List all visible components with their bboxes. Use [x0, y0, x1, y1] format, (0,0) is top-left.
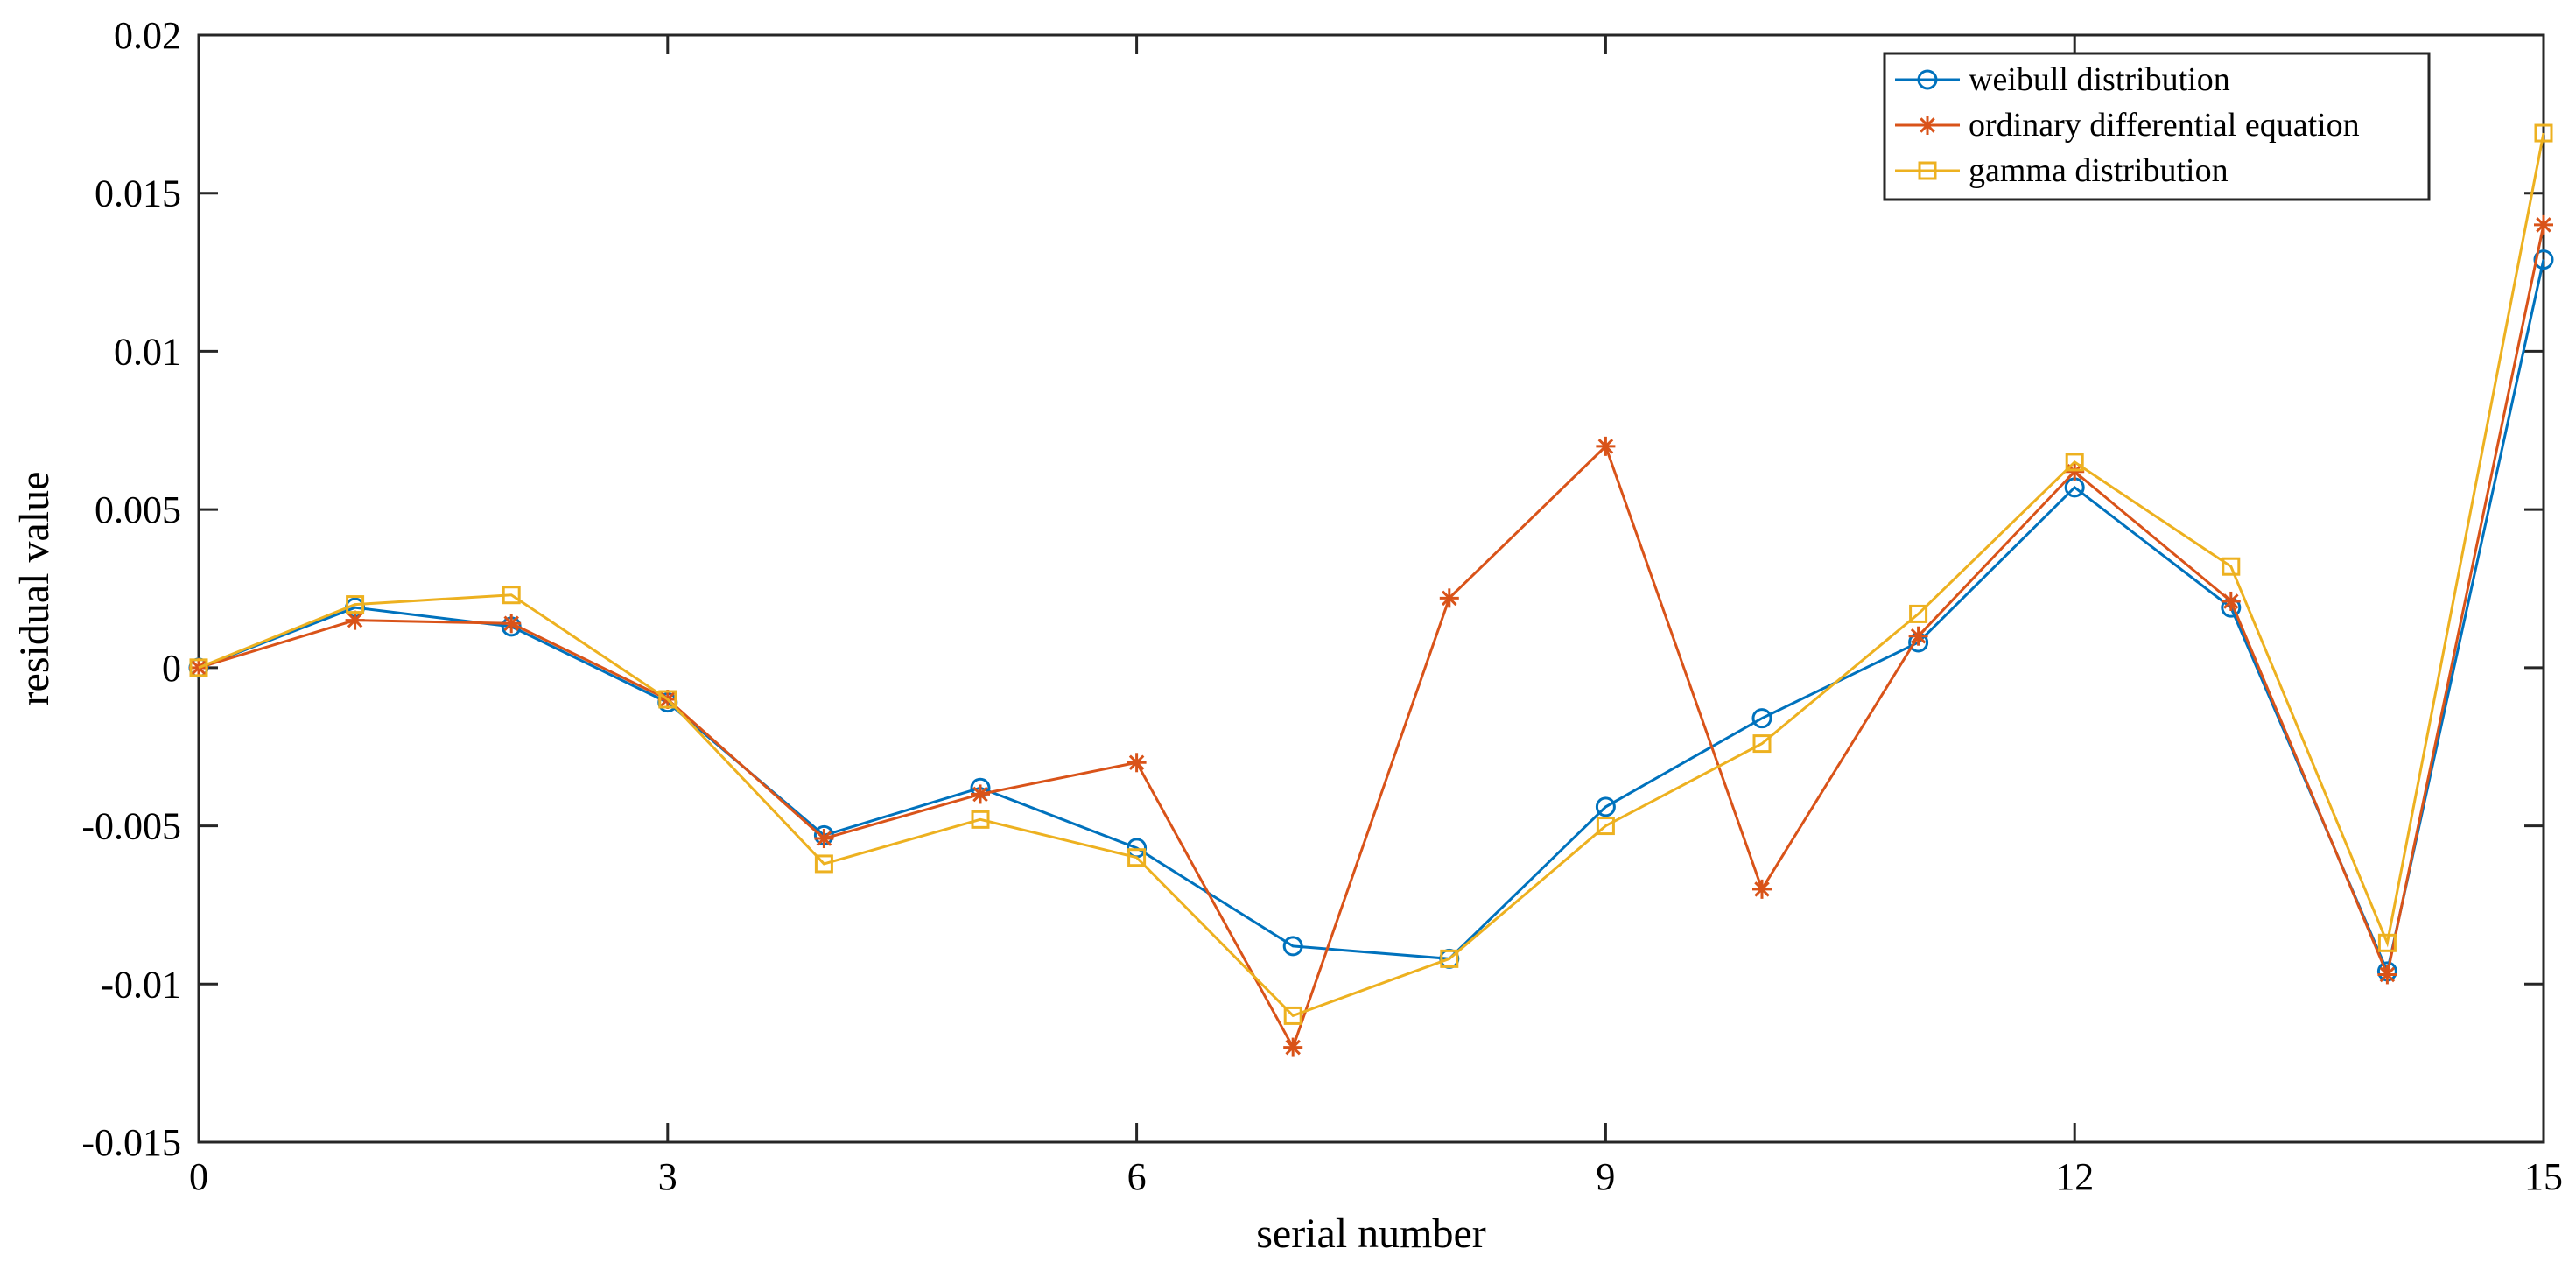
data-point: [189, 658, 208, 677]
data-point: [1283, 1037, 1303, 1057]
legend-item: weibull distribution: [1895, 61, 2230, 98]
data-point: [971, 810, 990, 829]
y-axis-title: residual value: [11, 472, 58, 706]
data-point: [1596, 817, 1615, 836]
series-line: [198, 132, 2545, 1018]
data-point: [1918, 116, 1937, 135]
data-point: [2377, 933, 2397, 952]
data-point: [814, 829, 834, 849]
series-line: [198, 224, 2545, 1051]
data-point: [1908, 626, 1928, 646]
y-tick-label: -0.005: [81, 805, 181, 848]
data-point: [346, 595, 365, 614]
x-tick-label: 12: [2055, 1155, 2094, 1198]
data-point: [1752, 734, 1772, 754]
data-point: [1127, 848, 1147, 867]
data-point: [1595, 796, 1616, 817]
x-tick-label: 6: [1127, 1155, 1147, 1198]
data-point: [502, 586, 521, 605]
x-axis-title: serial number: [1256, 1210, 1486, 1257]
data-point: [2534, 123, 2553, 143]
data-point: [502, 614, 522, 634]
y-tick-label: 0.02: [114, 14, 181, 57]
data-point: [971, 784, 990, 804]
legend-label: gamma distribution: [1969, 152, 2229, 189]
y-tick-label: -0.01: [101, 963, 181, 1006]
x-tick-label: 0: [189, 1155, 208, 1198]
y-tick-label: 0.01: [114, 330, 181, 373]
series-group: [188, 123, 2554, 1057]
data-point: [1751, 708, 1772, 729]
axis-titles: serial number residual value: [11, 472, 1486, 1257]
data-point: [2533, 249, 2554, 270]
data-point: [1283, 1006, 1302, 1025]
data-point: [814, 854, 833, 874]
y-tick-label: 0.005: [95, 488, 181, 531]
data-point: [1596, 436, 1616, 456]
x-tick-label: 9: [1596, 1155, 1615, 1198]
data-point: [1439, 588, 1459, 608]
data-point: [1752, 879, 1772, 899]
data-point: [345, 610, 365, 630]
data-point: [2534, 214, 2553, 235]
y-tick-label: -0.015: [81, 1121, 181, 1164]
y-tick-label: 0: [162, 647, 181, 690]
data-point: [1918, 161, 1937, 180]
y-tick-label: 0.015: [95, 172, 181, 215]
legend-item: gamma distribution: [1895, 152, 2229, 189]
data-point: [2222, 557, 2241, 576]
series-3: [189, 123, 2553, 1025]
data-point: [1917, 69, 1938, 90]
axes: 0 3 6 9 12 15 -0.015 -0.01 -0.005 0 0.005 0.01 0.015…: [81, 14, 2563, 1198]
series-2: [189, 214, 2553, 1057]
legend-item: ordinary differential equation: [1895, 107, 2360, 144]
data-point: [1282, 936, 1303, 957]
series-line: [198, 259, 2545, 976]
legend: weibull distribution ordinary differentia…: [1883, 52, 2431, 201]
data-point: [2065, 453, 2084, 472]
plot-frame: [197, 33, 2545, 1144]
legend-box: [1883, 52, 2431, 201]
legend-label: ordinary differential equation: [1969, 107, 2360, 144]
data-point: [1909, 604, 1928, 623]
x-tick-label: 3: [658, 1155, 677, 1198]
data-point: [1127, 753, 1147, 773]
data-point: [658, 690, 677, 709]
x-tick-label: 15: [2524, 1155, 2563, 1198]
data-point: [2221, 591, 2241, 611]
data-point: [1440, 949, 1459, 968]
legend-label: weibull distribution: [1969, 61, 2230, 98]
data-point: [2377, 965, 2397, 985]
